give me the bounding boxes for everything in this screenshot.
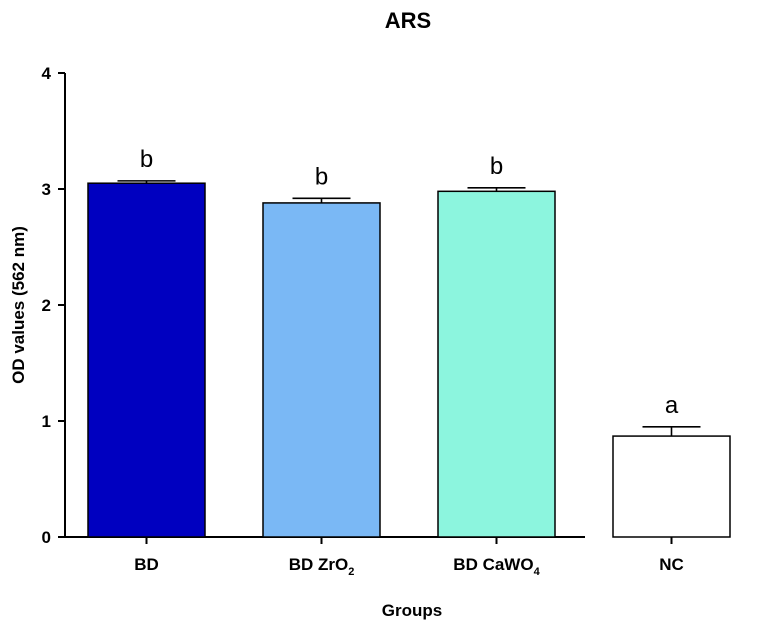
- y-tick-label-1: 1: [42, 412, 51, 431]
- x-axis-label: Groups: [382, 601, 442, 620]
- bar-3: [612, 435, 731, 538]
- y-axis-label: OD values (562 nm): [9, 226, 28, 384]
- y-tick-label-4: 4: [42, 64, 52, 83]
- bar-2: [437, 190, 556, 538]
- significance-label-0: b: [140, 146, 153, 173]
- significance-label-1: b: [315, 163, 328, 190]
- chart-title: ARS: [385, 8, 431, 33]
- significance-label-3: a: [665, 392, 679, 419]
- category-label-0: BD: [134, 555, 159, 574]
- category-label-1: BD ZrO2: [289, 555, 355, 578]
- plot-area: 0 1 2 3 4 b BD b BD ZrO2 b BD CaWO4 a NC: [42, 64, 731, 578]
- significance-label-2: b: [490, 153, 503, 180]
- y-tick-label-3: 3: [42, 180, 51, 199]
- bar-0: [87, 182, 206, 538]
- category-label-2: BD CaWO4: [453, 555, 540, 578]
- category-label-3: NC: [659, 555, 684, 574]
- y-tick-label-0: 0: [42, 528, 51, 547]
- y-tick-label-2: 2: [42, 296, 51, 315]
- bar-1: [262, 202, 381, 538]
